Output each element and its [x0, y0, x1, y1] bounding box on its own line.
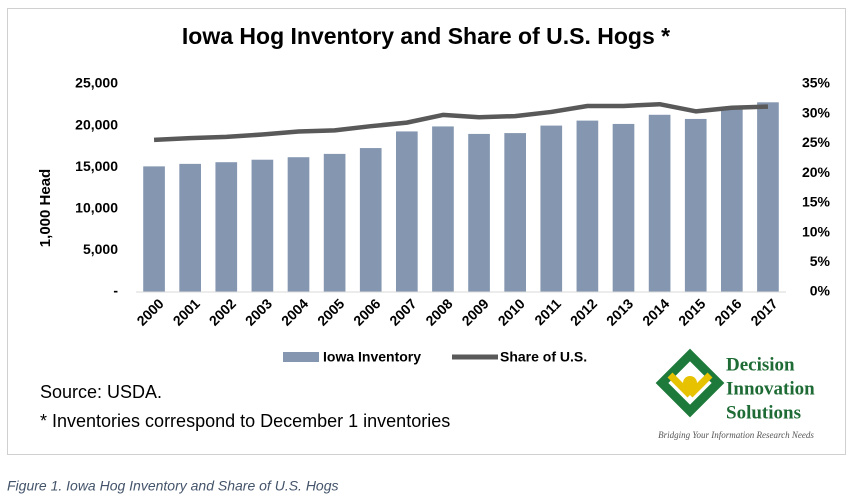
bar [396, 131, 418, 292]
legend-label: Iowa Inventory [323, 349, 421, 365]
logo-tagline: Bridging Your Information Research Needs [658, 430, 814, 440]
legend-label: Share of U.S. [500, 349, 587, 365]
y-tick-label: 10,000 [75, 200, 118, 216]
y2-tick-label: 35% [802, 75, 831, 91]
bar [251, 159, 274, 292]
y-axis-label: 1,000 Head [37, 169, 54, 247]
legend-swatch [283, 352, 319, 362]
line [153, 101, 769, 143]
y-tick-label: 5,000 [83, 241, 118, 257]
bar [540, 125, 563, 292]
y2-tick-label: 25% [802, 134, 831, 150]
y-tick-label: 15,000 [75, 158, 118, 174]
y2-tick-label: 5% [810, 253, 831, 269]
bar [215, 162, 238, 292]
logo-text: Decision [726, 354, 795, 375]
y-tick-label: 25,000 [75, 75, 118, 91]
y2-tick-label: 0% [810, 283, 831, 299]
y-tick-label: 20,000 [75, 116, 118, 132]
bar [684, 118, 707, 292]
y2-tick-label: 30% [802, 104, 831, 120]
bar [323, 153, 346, 292]
note: * Inventories correspond to December 1 i… [40, 411, 450, 431]
bar [287, 157, 310, 292]
y2-tick-label: 10% [802, 223, 831, 239]
bar [576, 120, 599, 292]
logo-mark [655, 348, 725, 418]
bar [143, 166, 165, 292]
bar [612, 123, 635, 292]
bar [648, 114, 671, 292]
bar [721, 108, 743, 293]
bar [432, 126, 454, 292]
y2-tick-label: 15% [802, 194, 831, 210]
y2-tick-label: 20% [802, 164, 831, 180]
logo-text: Innovation [726, 378, 815, 399]
y-tick-label: - [113, 283, 118, 299]
note: Source: USDA. [40, 382, 162, 402]
chart-title: Iowa Hog Inventory and Share of U.S. Hog… [182, 23, 670, 49]
bar [179, 163, 201, 292]
bar [757, 102, 779, 292]
bar [468, 133, 490, 292]
caption: Figure 1. Iowa Hog Inventory and Share o… [7, 478, 339, 494]
bar [359, 148, 382, 292]
bar [504, 133, 526, 292]
logo-text: Solutions [726, 402, 801, 423]
